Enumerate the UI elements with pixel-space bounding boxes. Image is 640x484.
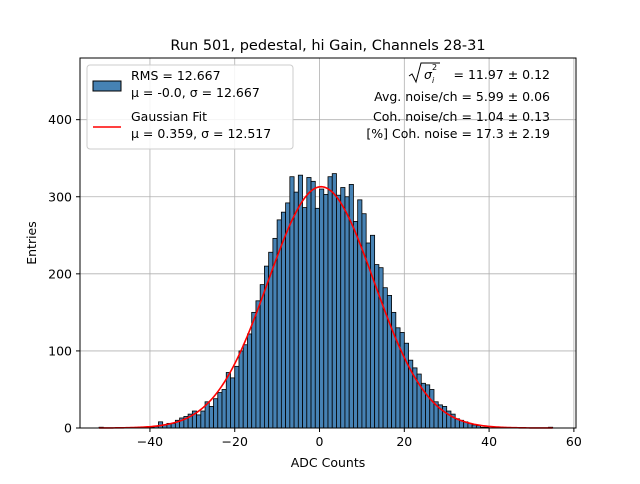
sqrt-sign-icon — [408, 62, 440, 84]
histogram-bar — [357, 199, 363, 429]
histogram-bar — [429, 389, 435, 429]
plot-frame — [79, 57, 577, 429]
histogram-bar — [234, 365, 240, 429]
y-tick-label: 400 — [48, 112, 72, 127]
histogram-bar — [369, 234, 376, 429]
histogram-bar — [442, 406, 448, 429]
histogram-bar — [217, 392, 223, 429]
histogram-bar — [327, 176, 333, 429]
histogram-bar — [319, 188, 325, 429]
histogram-bar — [238, 350, 244, 429]
x-tick-label: 60 — [566, 434, 582, 449]
histogram-bar — [399, 332, 405, 429]
histogram-bar — [425, 384, 431, 429]
annotation-coh-noise: Coh. noise/ch = 1.04 ± 0.13 — [373, 109, 550, 124]
histogram-bar — [353, 221, 359, 429]
histogram-bars — [98, 173, 554, 429]
sqrt-sigma-symbol: σ 2 i — [408, 62, 440, 85]
histogram-bar — [225, 372, 231, 429]
legend-fit-label: Gaussian Fit — [131, 109, 207, 124]
histogram-bar — [230, 377, 236, 429]
x-tick-label: 20 — [396, 434, 412, 449]
gaussian-fit-layer — [99, 185, 553, 429]
histogram-bar — [314, 207, 320, 429]
histogram-bar — [331, 173, 337, 429]
histogram-bar — [386, 295, 392, 429]
histogram-bar — [259, 284, 265, 429]
histogram-bar — [378, 267, 384, 429]
histogram-bar — [221, 389, 227, 429]
noise-annotations: σ 2 i = 11.97 ± 0.12 Avg. noise/ch = 5.9… — [366, 62, 550, 141]
histogram-bar — [306, 177, 312, 429]
histogram-bar — [255, 300, 261, 429]
histogram-bar — [297, 174, 303, 429]
y-tick-label: 0 — [64, 421, 72, 436]
chart-title: Run 501, pedestal, hi Gain, Channels 28-… — [170, 38, 485, 54]
histogram-bar — [247, 333, 253, 429]
x-tick-label: −40 — [137, 434, 163, 449]
x-tick-label: 0 — [316, 434, 324, 449]
histogram-bar — [208, 406, 214, 429]
x-axis-label: ADC Counts — [291, 455, 366, 470]
histogram-bar — [213, 398, 219, 429]
y-axis-label: Entries — [24, 221, 39, 265]
y-tick-label: 200 — [48, 266, 72, 281]
annotation-coh-noise-percent: [%] Coh. noise = 17.3 ± 2.19 — [366, 126, 550, 141]
sigma-subscript: i — [432, 76, 435, 85]
histogram-bar — [323, 194, 329, 429]
sigma-i-symbol: σ — [424, 67, 433, 82]
histogram-bar — [310, 180, 316, 429]
legend-box — [86, 64, 294, 150]
x-axis-ticks: −40 −20 0 20 40 60 — [137, 428, 582, 449]
histogram-bar — [196, 414, 202, 429]
histogram-bar — [403, 342, 409, 429]
legend-fit-stats: μ = 0.359, σ = 12.517 — [131, 126, 271, 141]
gaussian-fit-curve — [99, 185, 553, 429]
legend-histogram-label: RMS = 12.667 — [131, 68, 221, 83]
histogram-bar — [251, 311, 257, 429]
x-tick-label: −20 — [222, 434, 248, 449]
y-tick-label: 100 — [48, 343, 72, 358]
histogram-bar — [242, 344, 248, 429]
annotation-total-noise: = 11.97 ± 0.12 — [454, 67, 550, 82]
x-tick-label: 40 — [481, 434, 497, 449]
sigma-exponent: 2 — [432, 63, 437, 72]
annotation-avg-noise: Avg. noise/ch = 5.99 ± 0.06 — [374, 89, 550, 104]
legend-histogram-swatch — [92, 80, 122, 92]
y-tick-label: 300 — [48, 189, 72, 204]
y-axis-ticks: 0 100 200 300 400 — [48, 112, 80, 436]
legend-histogram-stats: μ = -0.0, σ = 12.667 — [131, 85, 260, 100]
histogram-bar — [361, 213, 367, 429]
histogram-bar — [344, 196, 350, 429]
histogram-bar — [293, 191, 299, 429]
legend: RMS = 12.667 μ = -0.0, σ = 12.667 Gaussi… — [86, 64, 294, 150]
histogram-bar — [336, 194, 342, 429]
histogram-bar — [285, 202, 291, 429]
histogram-bar — [340, 187, 346, 429]
histogram-bar — [289, 176, 295, 429]
histogram-bar — [200, 410, 206, 429]
histogram-bar — [302, 207, 308, 429]
